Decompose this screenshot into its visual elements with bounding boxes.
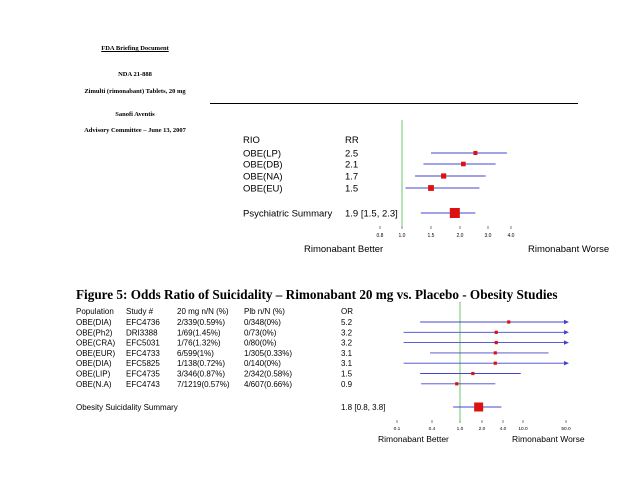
tick-label: 0.1: [394, 426, 401, 432]
row-label: OBE(EU): [243, 184, 283, 195]
row-population: OBE(DIA): [76, 359, 112, 368]
point-marker: [494, 341, 498, 345]
point-marker: [455, 382, 459, 386]
point-marker: [493, 361, 497, 365]
row-or: 0.9: [341, 380, 353, 389]
point-marker: [461, 161, 466, 167]
summary-marker: [474, 402, 484, 412]
row-study: EFC5825: [126, 359, 160, 368]
point-marker: [507, 320, 511, 324]
ci-arrow: [564, 361, 569, 366]
doc-header-nda: NDA 21-888: [118, 71, 152, 78]
xlabel-left: Rimonabant Better: [378, 434, 449, 444]
row-population: OBE(Ph2): [76, 328, 113, 337]
row-study: EFC4735: [126, 370, 160, 379]
row-drug: 1/69(1.45%): [177, 328, 221, 337]
tick-label: 0.4: [429, 426, 436, 432]
row-study: EFC4736: [126, 318, 160, 327]
row-value: 2.5: [345, 149, 358, 160]
row-study: EFC5031: [126, 339, 160, 348]
col-header-effect: RR: [345, 135, 359, 146]
row-value: 1.5: [345, 184, 358, 195]
row-population: OBE(N.A): [76, 380, 112, 389]
col-header-placebo: Plb n/N (%): [244, 307, 285, 316]
point-marker: [493, 351, 497, 355]
row-drug: 6/599(1%): [177, 349, 214, 358]
tick-label: 1.0: [457, 426, 464, 432]
point-marker: [441, 173, 447, 179]
row-placebo: 0/80(0%): [244, 339, 277, 348]
point-marker: [473, 151, 478, 155]
row-label: OBE(LP): [243, 149, 281, 160]
tick-label: 2.0: [479, 426, 486, 432]
doc-header-sponsor: Sanofi Aventis: [115, 111, 155, 118]
tick-label: 3.0: [485, 233, 492, 239]
tick-label: 50.0: [561, 426, 571, 432]
row-placebo: 0/348(0%): [244, 318, 281, 327]
row-or: 3.1: [341, 349, 353, 358]
header-rule: [210, 103, 578, 104]
col-header-population: Population: [76, 307, 114, 316]
tick-label: 1.5: [428, 233, 435, 239]
row-drug: 2/339(0.59%): [177, 318, 225, 327]
row-label: OBE(DB): [243, 160, 283, 171]
row-study: EFC4743: [126, 380, 160, 389]
summary-label: Obesity Suicidality Summary: [76, 403, 178, 412]
row-or: 1.5: [341, 370, 353, 379]
row-or: 3.1: [341, 359, 353, 368]
row-drug: 3/346(0.87%): [177, 370, 225, 379]
col-header-or: OR: [341, 307, 353, 316]
summary-label: Psychiatric Summary: [243, 209, 332, 220]
row-or: 5.2: [341, 318, 353, 327]
ci-arrow: [564, 319, 569, 325]
row-or: 3.2: [341, 328, 353, 337]
summary-value: 1.9 [1.5, 2.3]: [345, 209, 398, 220]
row-placebo: 4/607(0.66%): [244, 380, 292, 389]
row-population: OBE(CRA): [76, 339, 115, 348]
xlabel-right: Rimonabant Worse: [512, 434, 585, 444]
col-header-drug: 20 mg n/N (%): [177, 307, 229, 316]
row-study: EFC4733: [126, 349, 160, 358]
ci-arrow: [564, 330, 569, 335]
row-drug: 1/138(0.72%): [177, 359, 225, 368]
tick-label: 4.0: [508, 233, 515, 239]
col-header-group: RIO: [243, 135, 260, 146]
row-drug: 7/1219(0.57%): [177, 380, 230, 389]
row-population: OBE(DIA): [76, 318, 112, 327]
row-placebo: 0/73(0%): [244, 328, 277, 337]
row-study: DRI3388: [126, 328, 158, 337]
tick-label: 1.0: [399, 233, 406, 239]
tick-label: 2.0: [457, 233, 464, 239]
figure-5-title: Figure 5: Odds Ratio of Suicidality – Ri…: [76, 287, 558, 302]
doc-header-title: FDA Briefing Document: [101, 45, 169, 52]
doc-header-committee: Advisory Committee – June 13, 2007: [84, 127, 186, 134]
point-marker: [428, 185, 434, 191]
doc-header-product: Zimulti (rimonabant) Tablets, 20 mg: [84, 88, 186, 95]
tick-label: 10.0: [518, 426, 528, 432]
row-placebo: 1/305(0.33%): [244, 349, 292, 358]
row-label: OBE(NA): [243, 172, 283, 183]
point-marker: [494, 330, 498, 334]
row-population: OBE(LIP): [76, 370, 111, 379]
summary-value: 1.8 [0.8, 3.8]: [341, 403, 385, 412]
row-value: 2.1: [345, 160, 358, 171]
row-placebo: 2/342(0.58%): [244, 370, 292, 379]
summary-marker: [449, 208, 460, 218]
row-value: 1.7: [345, 172, 358, 183]
row-placebo: 0/140(0%): [244, 359, 281, 368]
row-population: OBE(EUR): [76, 349, 115, 358]
row-drug: 1/76(1.32%): [177, 339, 221, 348]
xlabel-left: Rimonabant Better: [304, 244, 383, 255]
tick-label: 4.0: [500, 426, 507, 432]
col-header-study: Study #: [126, 307, 154, 316]
ci-arrow: [564, 340, 569, 345]
row-or: 3.2: [341, 339, 353, 348]
tick-label: 0.8: [377, 233, 384, 239]
xlabel-right: Rimonabant Worse: [528, 244, 609, 255]
point-marker: [471, 371, 475, 376]
